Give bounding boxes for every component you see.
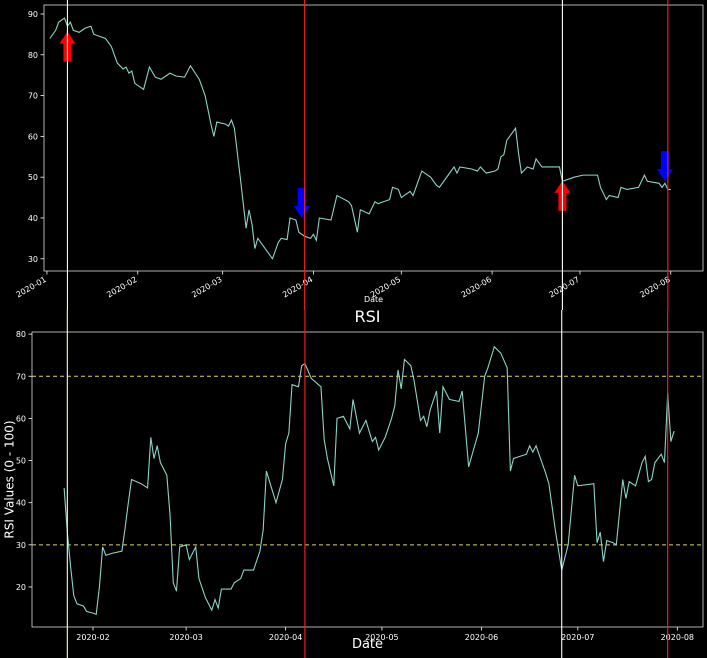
y-tick-label: 80 xyxy=(16,330,26,339)
y-tick-label: 40 xyxy=(28,214,38,223)
x-tick-label: 2020-04 xyxy=(269,633,302,642)
axes-frame xyxy=(43,4,704,272)
y-tick-label: 60 xyxy=(16,414,26,423)
price-line xyxy=(63,345,675,616)
y-axis-label: RSI Values (0 - 100) xyxy=(3,420,17,538)
y-tick-label: 70 xyxy=(16,372,26,381)
y-tick-label: 80 xyxy=(28,51,38,60)
y-tick-label: 40 xyxy=(16,499,26,508)
y-tick-label: 90 xyxy=(28,10,38,19)
x-tick-label: 2020-08 xyxy=(661,633,694,642)
x-axis-label: Date xyxy=(352,637,383,652)
y-tick-label: 70 xyxy=(28,92,38,101)
x-tick-label: 2020-02 xyxy=(76,633,109,642)
y-tick-label: 50 xyxy=(16,457,26,466)
x-tick-label: 2020-03 xyxy=(169,633,202,642)
y-tick-label: 60 xyxy=(28,132,38,141)
y-tick-label: 50 xyxy=(28,173,38,182)
x-axis-label: Date xyxy=(364,295,383,304)
x-tick-label: 2020-05 xyxy=(365,633,398,642)
y-tick-label: 30 xyxy=(28,255,38,264)
y-tick-label: 30 xyxy=(16,541,26,550)
sell-arrow xyxy=(656,151,673,182)
chart-title: RSI xyxy=(355,307,381,326)
x-tick-label: 2020-07 xyxy=(561,633,594,642)
x-tick-label: 2020-06 xyxy=(465,633,498,642)
sell-arrow xyxy=(293,187,310,218)
y-tick-label: 20 xyxy=(16,583,26,592)
axes-frame xyxy=(31,331,704,628)
axes: 20 30 40 50 60 70 80 2020-02 2020-03 2020-04 2020-… xyxy=(3,307,704,652)
price-line xyxy=(49,17,671,260)
